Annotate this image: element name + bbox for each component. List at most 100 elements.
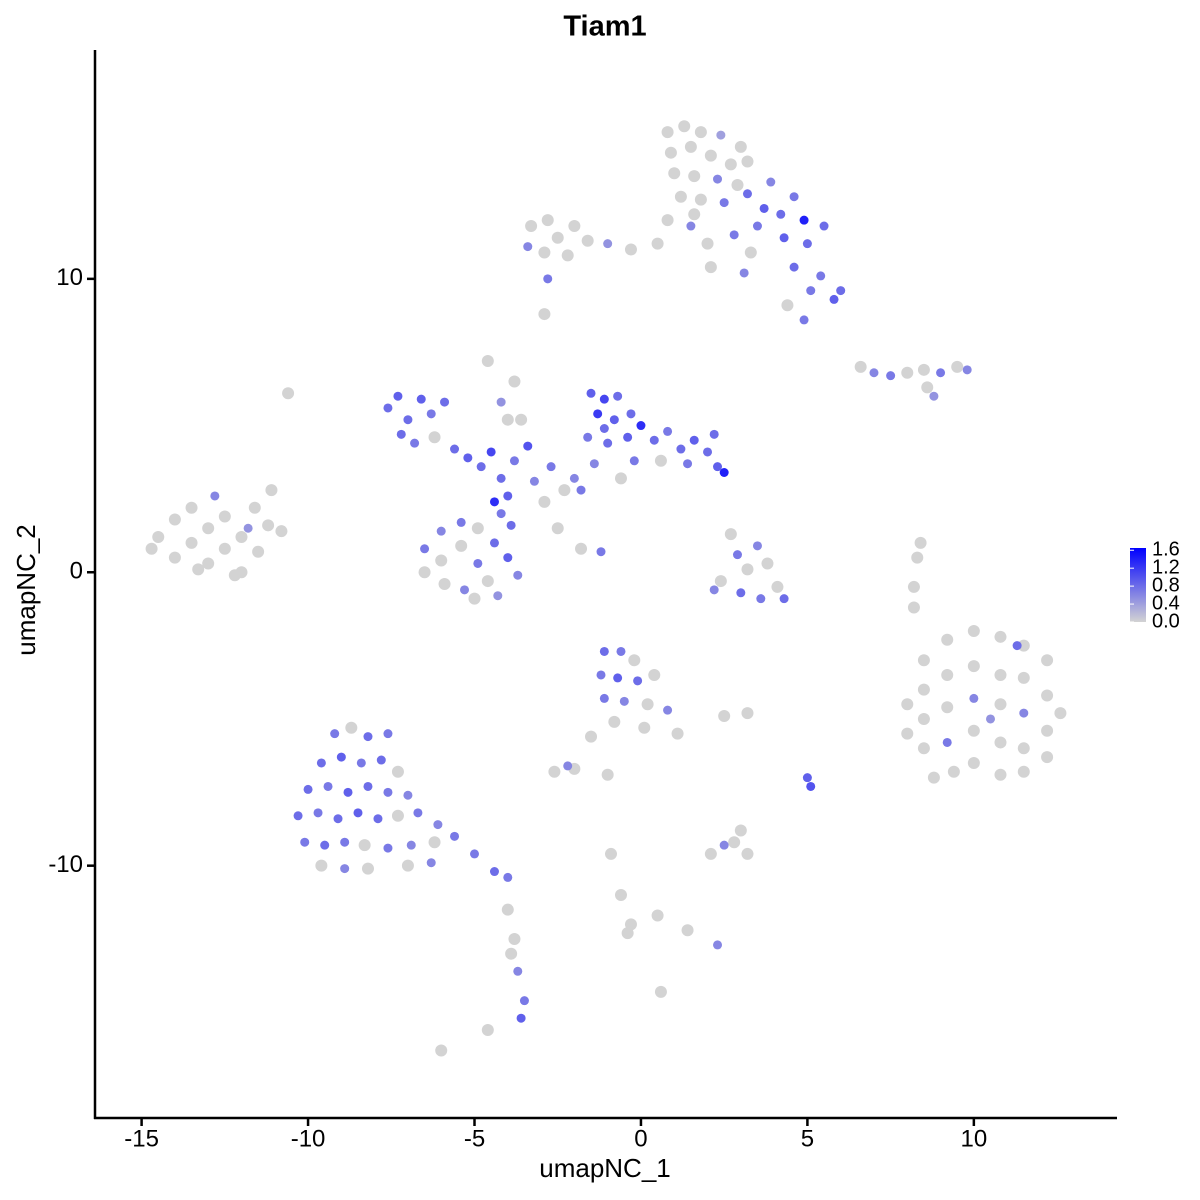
- point: [985, 714, 995, 724]
- y-tick-label: 0: [70, 558, 83, 585]
- point: [731, 178, 744, 191]
- point: [648, 668, 661, 681]
- point: [713, 174, 723, 184]
- point: [508, 933, 521, 946]
- point: [428, 836, 441, 849]
- point: [185, 501, 198, 514]
- point: [293, 811, 303, 821]
- point: [994, 698, 1007, 711]
- point: [406, 840, 416, 850]
- point: [428, 431, 441, 444]
- point: [678, 120, 691, 133]
- point: [543, 274, 553, 284]
- point: [583, 432, 593, 442]
- point: [739, 268, 749, 278]
- point: [265, 484, 278, 497]
- point: [718, 710, 731, 723]
- point: [742, 189, 752, 199]
- point: [496, 509, 506, 519]
- point: [516, 1013, 526, 1023]
- point: [506, 520, 516, 530]
- point: [741, 563, 754, 576]
- point: [561, 249, 574, 262]
- point: [450, 831, 460, 841]
- point: [781, 299, 794, 312]
- point: [473, 558, 483, 568]
- point: [967, 724, 980, 737]
- point: [235, 531, 248, 544]
- point: [752, 221, 762, 231]
- point: [901, 698, 914, 711]
- point: [393, 391, 403, 401]
- point: [529, 476, 539, 486]
- point: [589, 459, 599, 469]
- point: [716, 130, 726, 140]
- point: [486, 447, 496, 457]
- point: [668, 167, 681, 180]
- point: [152, 531, 165, 544]
- point: [456, 517, 466, 527]
- point: [663, 705, 673, 715]
- point: [901, 366, 914, 379]
- point: [489, 538, 499, 548]
- point: [728, 836, 741, 849]
- point: [671, 727, 684, 740]
- point: [416, 394, 426, 404]
- point: [709, 429, 719, 439]
- point: [391, 809, 404, 822]
- point: [185, 536, 198, 549]
- point: [616, 646, 626, 656]
- point: [218, 542, 231, 555]
- point: [192, 563, 205, 576]
- point: [313, 808, 323, 818]
- point: [391, 765, 404, 778]
- point: [941, 633, 954, 646]
- point: [694, 126, 707, 139]
- point: [599, 423, 609, 433]
- colorbar-tick-label: 0.0: [1152, 610, 1180, 632]
- x-tick-label: -5: [464, 1125, 485, 1152]
- point: [513, 570, 523, 580]
- point: [361, 862, 374, 875]
- point: [641, 698, 654, 711]
- point: [917, 683, 930, 696]
- point: [829, 294, 839, 304]
- point: [202, 522, 215, 535]
- point: [168, 551, 181, 564]
- point: [684, 140, 697, 153]
- point: [907, 601, 920, 614]
- point: [210, 491, 220, 501]
- point: [481, 575, 494, 588]
- point: [599, 646, 609, 656]
- point: [969, 693, 979, 703]
- point: [614, 472, 627, 485]
- point: [779, 594, 789, 604]
- point: [489, 867, 499, 877]
- point: [942, 737, 952, 747]
- point: [651, 909, 664, 922]
- point: [719, 468, 729, 478]
- point: [343, 787, 353, 797]
- point: [806, 286, 816, 296]
- point: [523, 242, 533, 252]
- point: [426, 858, 436, 868]
- point: [806, 781, 816, 791]
- point: [732, 550, 742, 560]
- point: [962, 365, 972, 375]
- point: [418, 566, 431, 579]
- point: [383, 787, 393, 797]
- point: [440, 397, 450, 407]
- point: [426, 409, 436, 419]
- point: [624, 243, 637, 256]
- point: [551, 231, 564, 244]
- point: [145, 542, 158, 555]
- point: [513, 966, 523, 976]
- point: [168, 513, 181, 526]
- point: [523, 441, 533, 451]
- point: [410, 438, 420, 448]
- point: [766, 177, 776, 187]
- point: [383, 729, 393, 739]
- point: [756, 594, 766, 604]
- point: [759, 203, 769, 213]
- point: [789, 262, 799, 272]
